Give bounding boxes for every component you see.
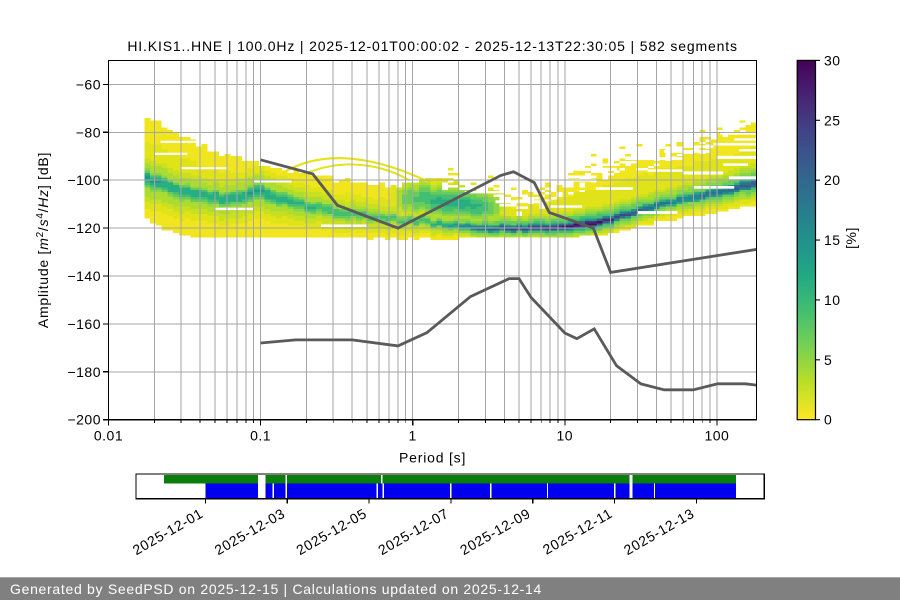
svg-text:100: 100 xyxy=(704,428,729,444)
svg-text:−140: −140 xyxy=(67,268,101,284)
svg-text:10: 10 xyxy=(824,292,841,308)
svg-text:5: 5 xyxy=(824,352,832,368)
svg-text:−60: −60 xyxy=(76,76,101,92)
svg-text:0.01: 0.01 xyxy=(94,428,123,444)
svg-text:−180: −180 xyxy=(67,364,101,380)
svg-text:25: 25 xyxy=(824,112,841,128)
svg-text:1: 1 xyxy=(409,428,417,444)
svg-text:−200: −200 xyxy=(67,412,101,428)
svg-text:30: 30 xyxy=(824,52,841,68)
svg-text:Period [s]: Period [s] xyxy=(399,450,466,466)
svg-text:0.1: 0.1 xyxy=(250,428,271,444)
svg-text:Generated by SeedPSD on 2025-1: Generated by SeedPSD on 2025-12-15 | Cal… xyxy=(10,581,542,597)
svg-text:HI.KIS1..HNE | 100.0Hz | 2025-: HI.KIS1..HNE | 100.0Hz | 2025-12-01T00:0… xyxy=(127,38,738,54)
svg-text:−80: −80 xyxy=(76,124,101,140)
svg-text:−100: −100 xyxy=(67,172,101,188)
svg-text:0: 0 xyxy=(824,412,832,428)
svg-text:15: 15 xyxy=(824,232,841,248)
svg-text:−120: −120 xyxy=(67,220,101,236)
svg-text:−160: −160 xyxy=(67,316,101,332)
svg-text:[%]: [%] xyxy=(843,227,859,249)
svg-text:20: 20 xyxy=(824,172,841,188)
svg-text:10: 10 xyxy=(557,428,574,444)
svg-text:Amplitude [m2/s4/Hz] [dB]: Amplitude [m2/s4/Hz] [dB] xyxy=(35,152,51,328)
